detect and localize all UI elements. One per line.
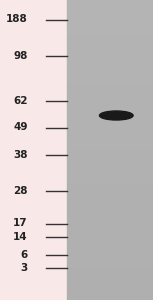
Bar bbox=[0, 0, 67, 300]
Bar bbox=[67, 0, 153, 300]
Text: 6: 6 bbox=[20, 250, 28, 260]
Text: 14: 14 bbox=[13, 232, 28, 242]
Text: 17: 17 bbox=[13, 218, 28, 229]
Text: 62: 62 bbox=[13, 95, 28, 106]
Text: 98: 98 bbox=[13, 50, 28, 61]
Text: 49: 49 bbox=[13, 122, 28, 133]
Text: 188: 188 bbox=[6, 14, 28, 25]
Ellipse shape bbox=[99, 111, 133, 120]
Text: 28: 28 bbox=[13, 185, 28, 196]
Text: 3: 3 bbox=[20, 262, 28, 273]
Text: 38: 38 bbox=[13, 149, 28, 160]
